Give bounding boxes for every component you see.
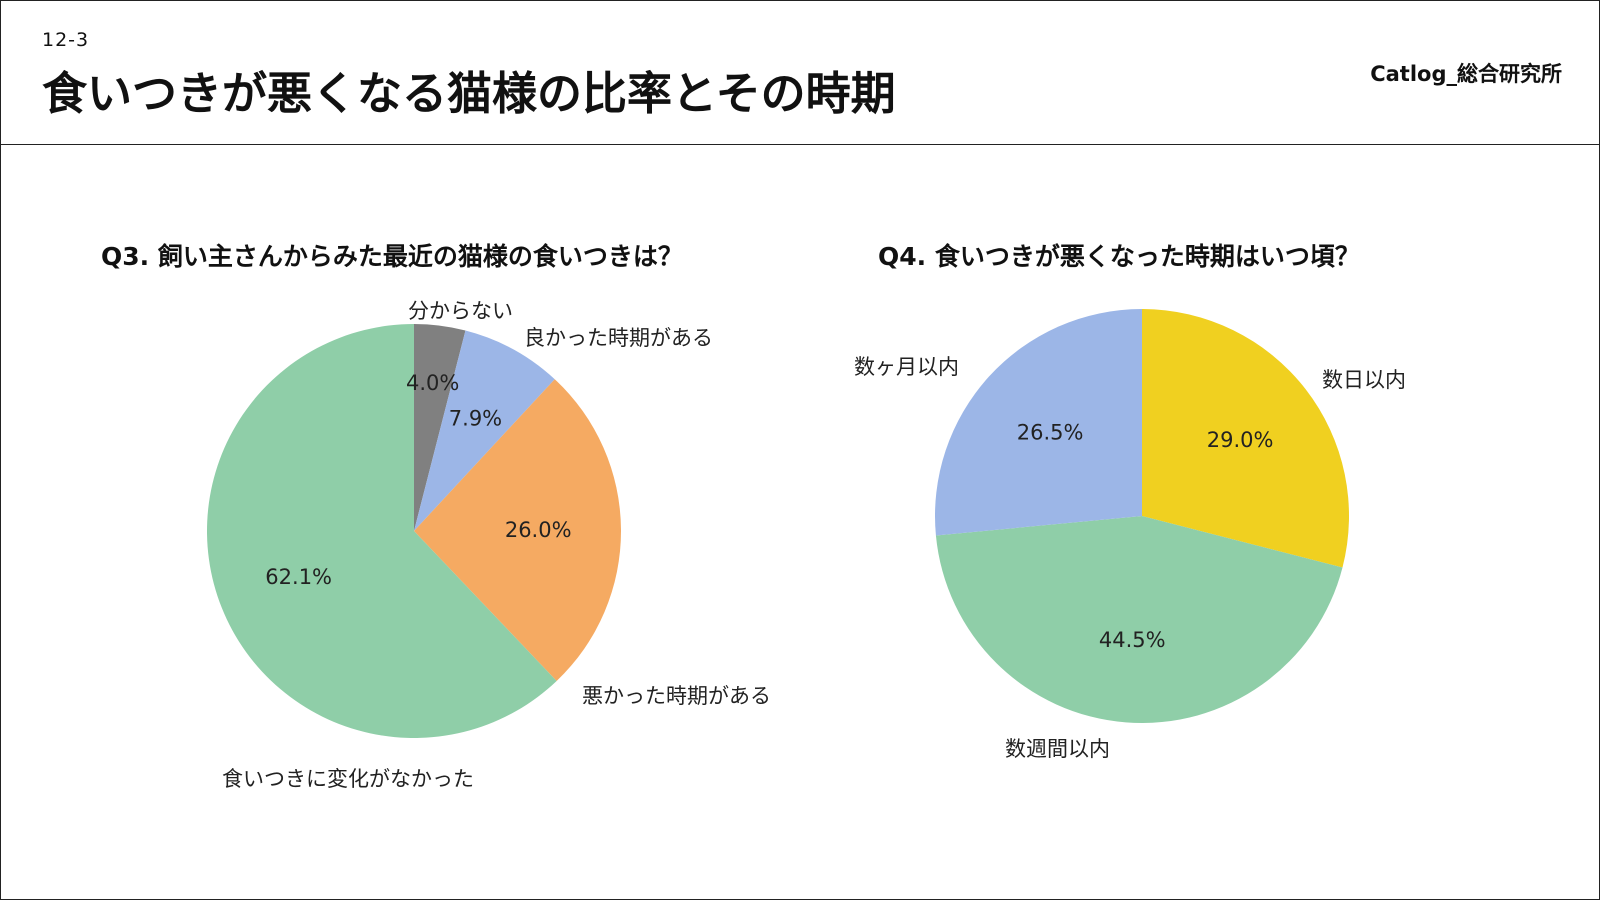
chart1-category-label-2: 悪かった時期がある [582, 684, 771, 708]
chart1-pct-label-1: 7.9% [449, 406, 502, 430]
chart1-pct-label-2: 26.0% [505, 518, 572, 542]
chart1-category-label-3: 食いつきに変化がなかった [222, 767, 474, 791]
q4-chart-title: Q4. 食いつきが悪くなった時期はいつ頃？ [878, 242, 1360, 271]
chart2-category-label-0: 数日以内 [1322, 368, 1406, 392]
brand-logo: Catlog_総合研究所 [1370, 62, 1562, 86]
chart2-slice-1 [935, 516, 1343, 723]
chart1-slice-3 [206, 324, 557, 739]
chart2-category-label-1: 数週間以内 [1005, 737, 1110, 761]
chart1-slice-0 [414, 324, 466, 531]
header: 12-3 食いつきが悪くなる猫様の比率とその時期 Catlog_総合研究所 [1, 1, 1599, 145]
chart1-slice-2 [414, 379, 621, 682]
page-title: 食いつきが悪くなる猫様の比率とその時期 [42, 67, 896, 120]
chart2-pct-label-0: 29.0% [1207, 428, 1274, 452]
q3-chart-title: Q3. 飼い主さんからみた最近の猫様の食いつきは？ [101, 242, 683, 271]
chart2-pct-label-2: 26.5% [1017, 420, 1084, 444]
chart1-category-label-0: 分からない [408, 299, 513, 323]
chart1-category-label-1: 良かった時期がある [524, 326, 713, 350]
chart1-slice-1 [414, 330, 555, 531]
chart1-pct-label-3: 62.1% [265, 565, 332, 589]
chart2-pct-label-1: 44.5% [1099, 628, 1166, 652]
chart2-slice-2 [935, 309, 1142, 536]
slide-number: 12-3 [42, 29, 90, 51]
chart2-slice-0 [1142, 309, 1349, 568]
chart2-category-label-2: 数ヶ月以内 [854, 355, 959, 379]
chart1-pct-label-0: 4.0% [406, 371, 459, 395]
